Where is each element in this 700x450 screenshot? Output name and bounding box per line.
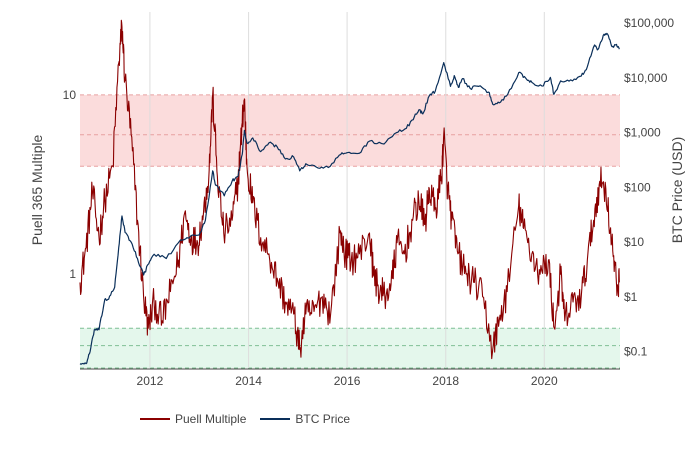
legend-label-puell: Puell Multiple bbox=[175, 412, 247, 426]
plot-series bbox=[79, 19, 620, 365]
legend: Puell Multiple BTC Price bbox=[140, 412, 350, 426]
vertical-gridlines bbox=[149, 12, 545, 368]
left-axis-title: Puell 365 Multiple bbox=[29, 135, 45, 246]
left-tick-label-1: 1 bbox=[69, 267, 76, 281]
right-tick-label-0.1: $0.1 bbox=[624, 345, 648, 359]
legend-swatch-puell bbox=[140, 418, 170, 420]
series-line-puell-multiple bbox=[79, 19, 620, 360]
legend-swatch-btc-price bbox=[260, 418, 291, 420]
band-low-zone bbox=[80, 328, 620, 368]
legend-item-btc-price[interactable]: BTC Price bbox=[260, 412, 350, 426]
x-tick-label-2012: 2012 bbox=[137, 374, 164, 388]
right-tick-label-1000: $1,000 bbox=[624, 126, 661, 140]
right-tick-label-1: $1 bbox=[624, 290, 638, 304]
right-tick-label-10: $10 bbox=[624, 235, 644, 249]
band-high-zone bbox=[80, 94, 620, 167]
x-tick-label-2018: 2018 bbox=[432, 374, 459, 388]
x-tick-label-2016: 2016 bbox=[334, 374, 361, 388]
left-tick-label-10: 10 bbox=[63, 88, 77, 102]
right-tick-label-10000: $10,000 bbox=[624, 71, 668, 85]
series-line-btc-price bbox=[79, 32, 620, 365]
left-axis-ticks: 1 10 bbox=[63, 88, 77, 281]
x-tick-label-2020: 2020 bbox=[531, 374, 558, 388]
right-axis-ticks: $0.1 $1 $10 $100 $1,000 $10,000 $100,000 bbox=[624, 16, 674, 358]
x-axis-ticks: 2012 2014 2016 2018 2020 bbox=[137, 374, 558, 388]
legend-item-puell[interactable]: Puell Multiple bbox=[140, 412, 246, 426]
legend-label-btc-price: BTC Price bbox=[295, 412, 351, 426]
zone-bands bbox=[80, 94, 620, 369]
x-tick-label-2014: 2014 bbox=[235, 374, 262, 388]
right-tick-label-100: $100 bbox=[624, 180, 651, 194]
right-tick-label-100000: $100,000 bbox=[624, 16, 674, 30]
right-axis-title: BTC Price (USD) bbox=[669, 137, 685, 244]
